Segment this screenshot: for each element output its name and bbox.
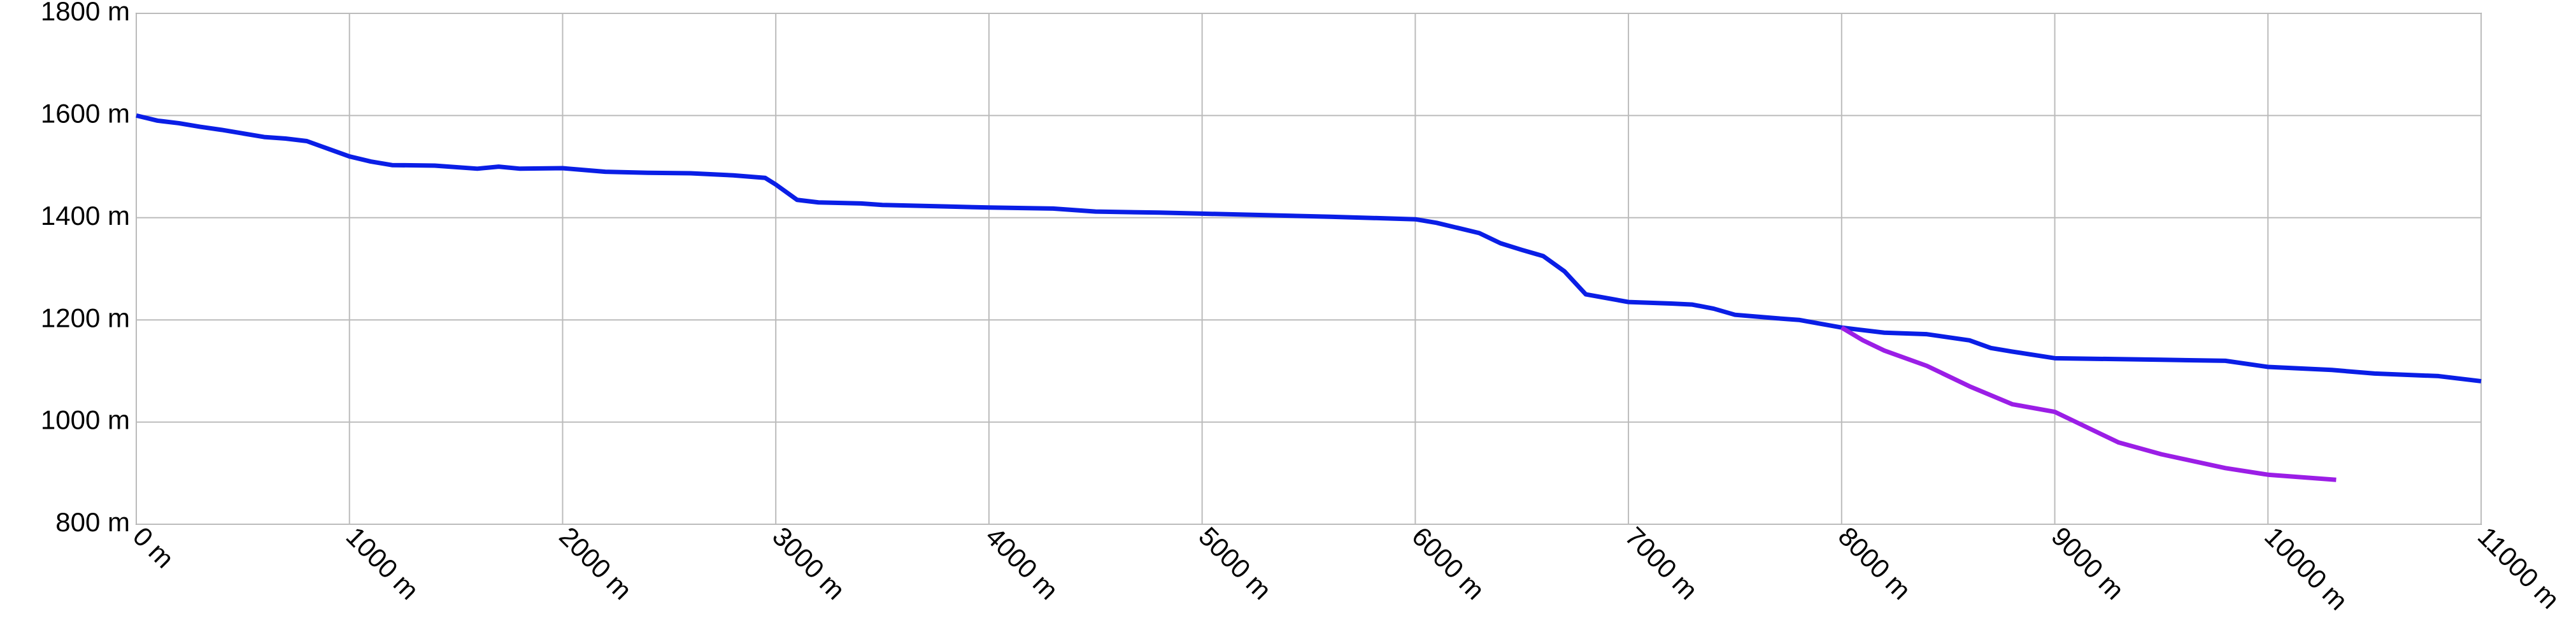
x-tick-label: 3000 m: [767, 521, 851, 605]
x-tick-label: 5000 m: [1193, 521, 1277, 605]
x-tick-label: 0 m: [127, 521, 180, 574]
plot-area: [136, 13, 2482, 525]
x-tick-label: 8000 m: [1833, 521, 1917, 605]
y-tick-label: 1400 m: [41, 201, 130, 231]
y-tick-label: 800 m: [55, 507, 130, 537]
y-tick-label: 1200 m: [41, 303, 130, 333]
x-tick-label: 11000 m: [2472, 521, 2566, 615]
x-tick-label: 4000 m: [980, 521, 1064, 605]
x-tick-label: 2000 m: [553, 521, 637, 605]
y-tick-label: 1600 m: [41, 98, 130, 128]
x-tick-label: 7000 m: [1619, 521, 1704, 605]
line: [1840, 326, 2337, 482]
x-tick-label: 10000 m: [2259, 521, 2354, 616]
x-tick-label: 1000 m: [341, 521, 425, 605]
x-tick-label: 9000 m: [2046, 521, 2130, 605]
x-tick-label: 6000 m: [1406, 521, 1490, 605]
y-tick-label: 1000 m: [41, 405, 130, 435]
line: [136, 113, 2482, 383]
y-tick-label: 1800 m: [41, 0, 130, 26]
